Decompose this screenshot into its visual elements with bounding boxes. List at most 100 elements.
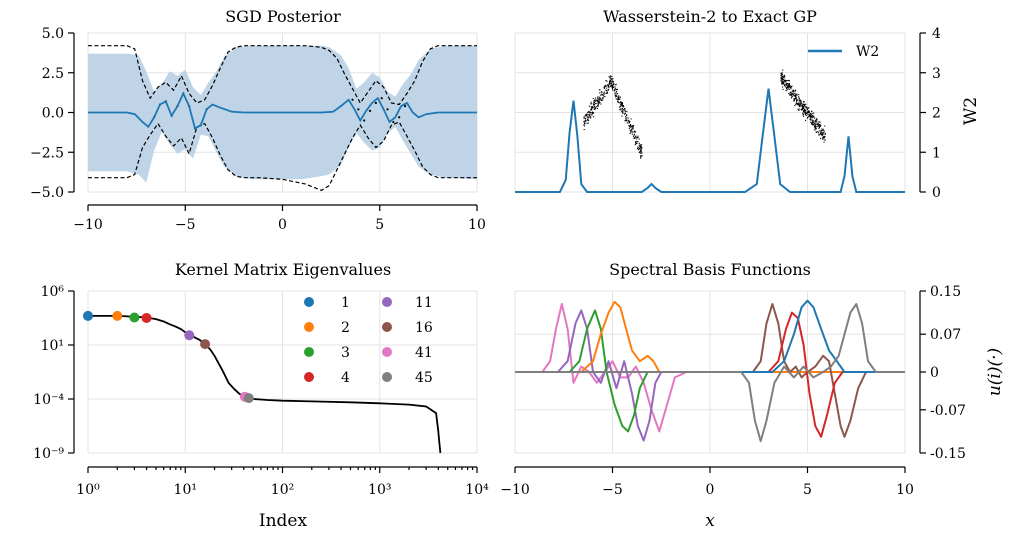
w2-scatter-point [807, 117, 809, 119]
w2-scatter-point [641, 152, 643, 154]
w2-scatter-point [584, 121, 586, 123]
sgd-posterior-title: SGD Posterior [225, 7, 341, 26]
w2-scatter-point [791, 96, 793, 98]
w2-scatter-point [620, 102, 622, 104]
w2-scatter-point [804, 105, 806, 107]
w2-scatter-point [792, 94, 795, 96]
w2-scatter-point [592, 97, 594, 100]
w2-scatter-point [624, 119, 627, 121]
w2-scatter-point [595, 102, 597, 105]
eig-ytick-label: 10¹ [41, 338, 64, 354]
w2-scatter-point [626, 122, 628, 124]
w2-scatter-point [820, 132, 822, 134]
eig-legend-swatch-2 [304, 322, 314, 332]
w2-scatter-point [822, 133, 824, 135]
w2-scatter-point [806, 107, 808, 109]
w2-scatter-point [794, 105, 796, 107]
w2-scatter-point [802, 101, 805, 103]
w2-scatter-point [619, 106, 621, 108]
w2-scatter-point [806, 112, 808, 114]
w2-scatter-point [591, 103, 593, 105]
w2-scatter-point [610, 84, 612, 87]
w2-scatter-point [618, 102, 620, 104]
w2-scatter-point [795, 93, 797, 95]
w2-scatter-point [783, 75, 785, 77]
w2-scatter-point [793, 90, 795, 92]
w2-scatter-point [640, 146, 642, 148]
w2-scatter-point [631, 129, 633, 131]
w2-scatter-point [795, 102, 797, 105]
w2-scatter-point [812, 114, 814, 116]
w2-scatter-point [799, 105, 801, 107]
w2-scatter-point [796, 103, 798, 105]
w2-scatter-point [802, 108, 804, 110]
w2-scatter-point [783, 80, 786, 82]
sgd-ytick-label: 5.0 [42, 26, 64, 42]
w2-scatter-point [603, 92, 605, 94]
eig-legend-swatch-45 [382, 372, 392, 382]
w2-scatter-point [819, 121, 821, 123]
w2-scatter-point [822, 137, 824, 139]
eigenvalue-legend: 1 2 3 4 11 16 41 45 [304, 295, 433, 386]
w2-scatter-point [611, 84, 613, 86]
w2-scatter-point [798, 105, 800, 107]
w2-scatter-point [785, 90, 787, 92]
w2-scatter-point [626, 114, 628, 116]
w2-scatter-point [800, 104, 802, 106]
w2-scatter-point [796, 101, 798, 103]
w2-scatter-point [604, 85, 606, 87]
w2-scatter-point [789, 93, 791, 95]
eig-legend-label-1: 1 [341, 295, 350, 311]
w2-scatter-point [594, 100, 596, 102]
w2-ytick-label: 1 [932, 145, 941, 161]
w2-scatter-point [593, 100, 595, 102]
w2-scatter-point [815, 125, 817, 127]
w2-scatter-point [823, 135, 825, 137]
w2-scatter-point [628, 122, 630, 124]
w2-scatter-point [621, 103, 623, 105]
w2-scatter-point [793, 92, 795, 94]
w2-scatter-point [802, 104, 804, 106]
w2-scatter-point [585, 113, 587, 115]
w2-scatter-point [611, 86, 613, 88]
w2-scatter-point [606, 84, 608, 86]
w2-scatter-point [617, 101, 620, 103]
w2-scatter-point [592, 112, 594, 114]
w2-scatter-point [621, 102, 624, 104]
w2-scatter-point [638, 144, 640, 146]
w2-scatter-point [810, 114, 812, 117]
w2-scatter-point [606, 91, 608, 93]
w2-scatter-point [787, 84, 789, 86]
w2-scatter-point [594, 108, 597, 110]
w2-scatter-point [639, 145, 641, 147]
w2-scatter-point [599, 96, 601, 98]
w2-scatter-point [614, 96, 617, 98]
w2-scatter-point [800, 102, 802, 104]
w2-scatter-point [614, 94, 616, 96]
w2-scatter-point [784, 80, 786, 82]
w2-scatter-point [812, 120, 814, 122]
w2-scatter-point [640, 156, 642, 158]
w2-scatter-point [606, 90, 608, 92]
w2-scatter-point [620, 103, 622, 105]
w2-scatter-point [617, 101, 619, 103]
w2-scatter-point [818, 124, 820, 126]
w2-scatter-point [782, 88, 784, 90]
w2-scatter-point [819, 125, 822, 127]
eig-legend-label-16: 16 [415, 320, 433, 336]
w2-scatter-point [804, 106, 806, 108]
basis-xtick-label: 10 [896, 482, 914, 498]
w2-scatter-point [815, 131, 817, 133]
w2-scatter-point [806, 111, 808, 113]
w2-scatter-point [798, 102, 800, 104]
w2-scatter-point [633, 137, 635, 139]
w2-scatter-point [819, 131, 821, 133]
basis-ytick-label: -0.07 [930, 403, 966, 419]
w2-scatter-point [622, 108, 624, 110]
w2-scatter-point [782, 79, 784, 81]
w2-scatter-point [630, 118, 632, 120]
w2-scatter-point [594, 101, 596, 103]
w2-scatter-point [814, 129, 816, 131]
w2-scatter-point [824, 132, 826, 134]
w2-scatter-point [782, 69, 784, 71]
